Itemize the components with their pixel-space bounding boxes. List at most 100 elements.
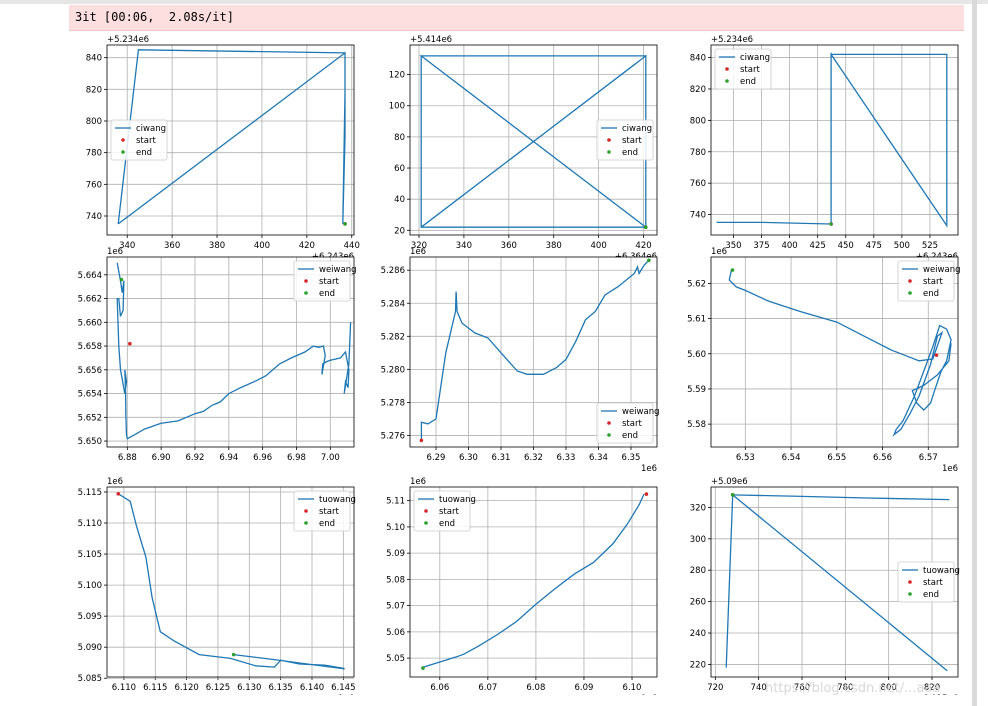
x-tick-label: 400 — [591, 241, 607, 251]
axes-frame — [106, 486, 355, 678]
legend-start-marker — [121, 138, 125, 142]
x-tick-label: 425 — [810, 241, 826, 251]
y-tick-label: 5.11 — [386, 497, 405, 507]
y-offset-text: 1e6 — [410, 247, 426, 257]
stderr-output: 3it [00:06, 2.08s/it] — [69, 5, 964, 31]
watermark: https://blog.csdn.net/...aaa — [765, 681, 941, 696]
x-tick-label: 6.98 — [287, 453, 306, 463]
legend-label-series: ciwang — [622, 124, 652, 134]
legend-start-marker — [725, 67, 729, 71]
y-tick-label: 5.05 — [386, 654, 405, 664]
x-tick-label: 6.10 — [623, 683, 642, 693]
y-tick-label: 5.58 — [687, 420, 706, 430]
legend: weiwang start end — [897, 260, 960, 302]
x-tick-label: 6.90 — [152, 453, 171, 463]
y-tick-label: 5.095 — [78, 612, 102, 622]
y-offset-text: 1e6 — [410, 477, 426, 487]
y-tick-label: 800 — [690, 116, 706, 126]
y-tick-label: 5.115 — [78, 488, 102, 498]
x-tick-label: 6.34 — [589, 453, 608, 463]
scrollbar[interactable] — [972, 0, 977, 706]
y-tick-label: 5.085 — [78, 674, 102, 684]
legend-label-start: start — [740, 65, 760, 75]
x-tick-label: 6.140 — [300, 683, 324, 693]
legend: tuowang start end — [897, 561, 960, 603]
x-tick-label: 6.120 — [174, 683, 198, 693]
y-tick-label: 5.090 — [78, 643, 102, 653]
y-tick-label: 5.60 — [687, 350, 706, 360]
series-line-weiwang — [116, 262, 352, 440]
legend-label-end: end — [622, 148, 638, 158]
x-tick-label: 6.56 — [873, 453, 892, 463]
x-tick-label: 375 — [753, 241, 769, 251]
end-point — [421, 666, 425, 670]
x-tick-label: 420 — [635, 241, 651, 251]
end-point — [231, 652, 236, 657]
series-line-weiwang — [728, 269, 952, 437]
y-tick-label: 5.658 — [78, 342, 102, 352]
legend-box — [897, 260, 955, 302]
end-point — [343, 222, 347, 226]
y-tick-label: 320 — [690, 503, 706, 513]
axes-frame — [710, 486, 959, 678]
x-tick-label: 6.35 — [622, 453, 641, 463]
y-tick-label: 5.110 — [78, 519, 102, 529]
legend-end-marker — [725, 79, 729, 83]
legend-label-start: start — [319, 507, 339, 517]
y-tick-label: 5.660 — [78, 318, 102, 328]
series-line-tuowang — [117, 493, 345, 670]
x-tick-label: 800 — [881, 683, 897, 693]
x-tick-label: 6.110 — [112, 683, 136, 693]
legend: weiwang start end — [596, 402, 660, 444]
y-tick-label: 780 — [86, 149, 102, 159]
y-tick-label: 20 — [394, 226, 405, 236]
y-tick-label: 5.280 — [381, 365, 405, 375]
y-tick-label: 80 — [394, 133, 405, 143]
y-tick-label: 5.656 — [78, 366, 102, 376]
x-tick-label: 420 — [299, 241, 315, 251]
legend-end-marker — [607, 150, 611, 154]
legend-start-marker — [304, 279, 308, 283]
y-tick-label: 5.276 — [381, 431, 405, 441]
legend: tuowang start end — [293, 490, 356, 532]
x-tick-label: 6.53 — [736, 453, 755, 463]
y-tick-label: 780 — [690, 148, 706, 158]
y-tick-label: 5.100 — [78, 581, 102, 591]
legend-label-series: weiwang — [319, 265, 357, 275]
y-offset-text: 1e6 — [711, 247, 727, 257]
x-tick-label: 6.145 — [331, 683, 355, 693]
x-tick-label: 6.30 — [459, 453, 478, 463]
series-line-ciwang — [716, 52, 948, 228]
y-tick-label: 5.286 — [381, 266, 405, 276]
x-tick-label: 6.31 — [492, 453, 511, 463]
y-offset-text: +5.234e6 — [711, 35, 753, 45]
x-tick-label: 6.94 — [219, 453, 238, 463]
legend-end-marker — [908, 291, 912, 295]
legend-start-marker — [908, 580, 912, 584]
y-tick-label: 5.664 — [78, 271, 102, 281]
y-tick-label: 840 — [86, 54, 102, 64]
y-tick-label: 120 — [389, 71, 405, 81]
x-tick-label: 380 — [209, 241, 225, 251]
end-point — [643, 225, 648, 230]
y-tick-label: 5.09 — [386, 549, 405, 559]
legend-label-start: start — [923, 578, 943, 588]
x-offset-text: 1e6 — [641, 464, 657, 474]
series-line-ciwang — [419, 54, 647, 229]
y-tick-label: 5.08 — [386, 575, 405, 585]
y-tick-label: 100 — [389, 102, 405, 112]
subplot: 6.29 6.30 6.31 6.32 6.33 6.34 6.35 5.276 5.278 5.… — [381, 247, 660, 474]
x-tick-label: 6.125 — [206, 683, 230, 693]
legend-label-series: tuowang — [923, 566, 960, 576]
legend-box — [897, 561, 955, 603]
legend-label-end: end — [923, 590, 939, 600]
x-offset-text: 1e6 — [641, 694, 657, 695]
legend-label-end: end — [622, 431, 638, 441]
x-tick-label: 6.06 — [430, 683, 449, 693]
subplot: 350 375 400 425 450 475 500 525 740 760 780 800 820 8… — [690, 35, 959, 262]
legend-end-marker — [304, 291, 308, 295]
x-tick-label: 450 — [838, 241, 854, 251]
y-tick-label: 740 — [690, 211, 706, 221]
x-tick-label: 400 — [254, 241, 270, 251]
x-tick-label: 500 — [894, 241, 910, 251]
